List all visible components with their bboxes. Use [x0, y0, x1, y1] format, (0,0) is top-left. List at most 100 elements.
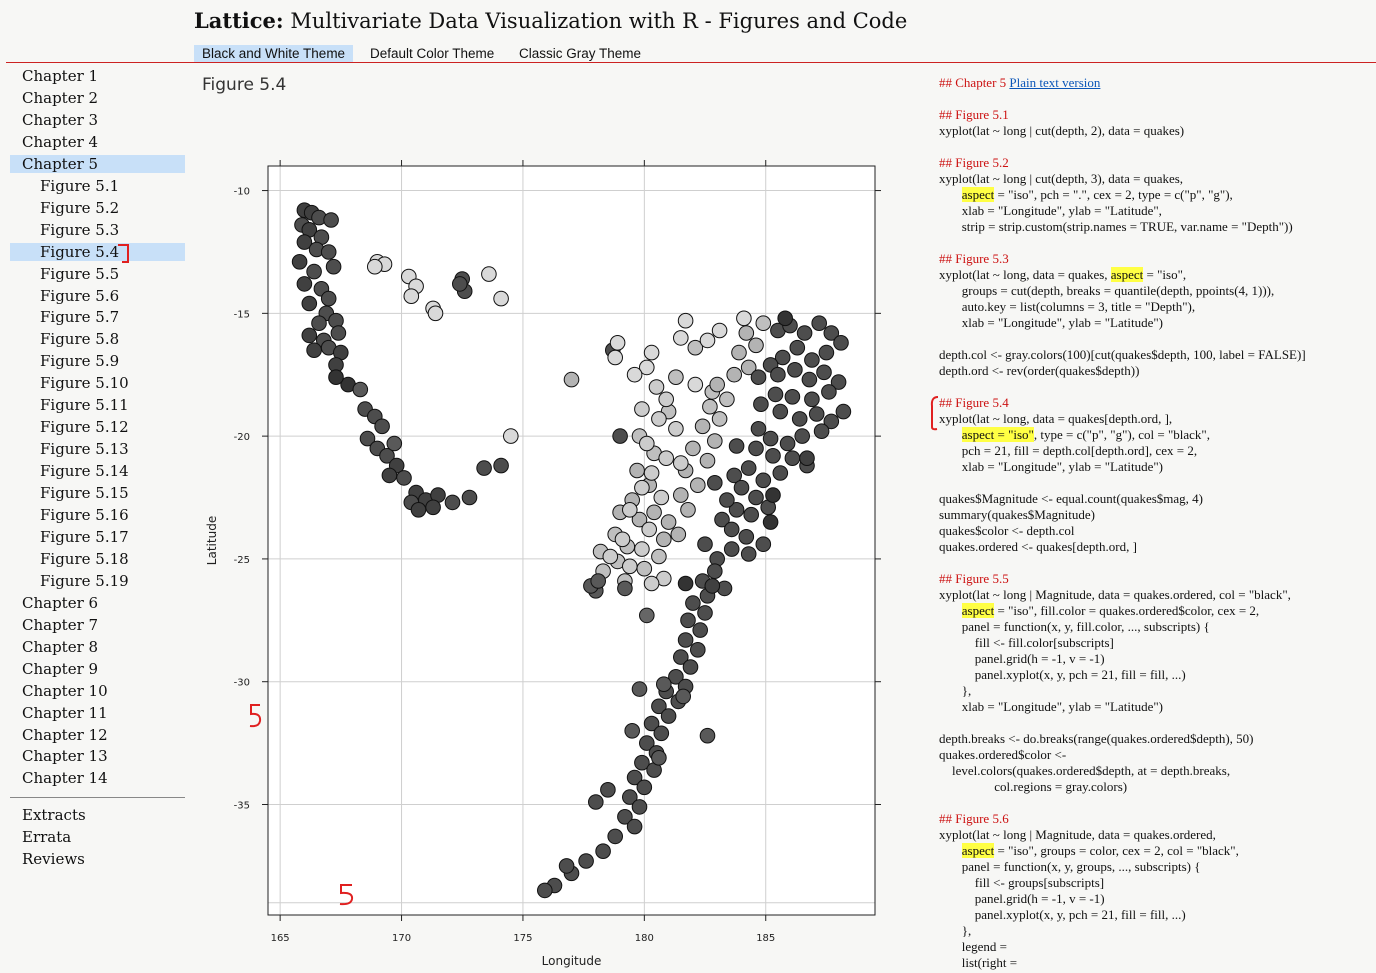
nav-chapter-2[interactable]: Chapter 2 — [10, 89, 185, 107]
nav-chapter-8[interactable]: Chapter 8 — [10, 638, 185, 656]
annotation-bracket — [118, 244, 129, 263]
data-point — [639, 607, 655, 624]
plot-frame — [267, 165, 876, 916]
data-point — [381, 467, 398, 484]
data-point — [607, 349, 624, 366]
code-line: col.regions = gray.colors) — [939, 779, 1369, 795]
nav-chapter-4[interactable]: Chapter 4 — [10, 133, 185, 151]
code-line: quakes$color <- depth.col — [939, 523, 1369, 539]
code-text — [939, 187, 962, 202]
data-point — [476, 460, 492, 476]
nav-chapter-12[interactable]: Chapter 12 — [10, 726, 185, 744]
data-point — [796, 325, 813, 341]
data-point — [648, 379, 665, 395]
code-highlight: aspect — [961, 843, 995, 858]
nav-chapter-1[interactable]: Chapter 1 — [10, 67, 185, 85]
code-text: = "iso", pch = ".", cex = 2, type = c("p… — [994, 187, 1233, 202]
data-point — [804, 391, 820, 408]
plain-text-version-link[interactable]: Plain text version — [1009, 75, 1101, 90]
data-point — [755, 536, 772, 553]
data-point — [738, 529, 755, 545]
data-point — [801, 371, 818, 388]
data-point — [626, 818, 643, 835]
code-line: ## Figure 5.4 — [939, 395, 1369, 411]
code-text: auto.key = list(columns = 3, title = "De… — [939, 299, 1196, 314]
code-highlight: aspect — [961, 187, 995, 202]
nav-figure-5-7[interactable]: Figure 5.7 — [10, 308, 185, 326]
nav-figure-5-9[interactable]: Figure 5.9 — [10, 352, 185, 370]
nav-chapter-7[interactable]: Chapter 7 — [10, 616, 185, 634]
nav-chapter-9[interactable]: Chapter 9 — [10, 660, 185, 678]
nav-figure-5-8[interactable]: Figure 5.8 — [10, 330, 185, 348]
code-line: summary(quakes$Magnitude) — [939, 507, 1369, 523]
nav-figure-5-12[interactable]: Figure 5.12 — [10, 418, 185, 436]
y-tick-label: -15 — [234, 309, 250, 320]
nav-figure-5-14[interactable]: Figure 5.14 — [10, 462, 185, 480]
code-line: quakes.ordered$color <- — [939, 747, 1369, 763]
code-text: panel.grid(h = -1, v = -1) — [939, 651, 1105, 666]
nav-chapter-3[interactable]: Chapter 3 — [10, 111, 185, 129]
data-point — [660, 708, 677, 724]
nav-label: Figure 5.10 — [40, 374, 129, 393]
nav-chapter-10[interactable]: Chapter 10 — [10, 682, 185, 700]
data-point — [677, 575, 694, 592]
nav-figure-5-13[interactable]: Figure 5.13 — [10, 440, 185, 458]
nav-label: Figure 5.2 — [40, 198, 120, 217]
nav-label: Extracts — [22, 806, 86, 825]
nav-figure-5-1[interactable]: Figure 5.1 — [10, 177, 185, 195]
nav-chapter-5[interactable]: Chapter 5 — [10, 154, 185, 173]
data-point — [386, 435, 403, 452]
nav-figure-5-4[interactable]: Figure 5.4 — [10, 242, 185, 261]
data-point — [643, 715, 660, 732]
data-point — [617, 809, 633, 825]
nav-figure-5-16[interactable]: Figure 5.16 — [10, 506, 185, 524]
nav-figure-5-5[interactable]: Figure 5.5 — [10, 265, 185, 283]
nav-figure-5-17[interactable]: Figure 5.17 — [10, 528, 185, 546]
nav-label: Figure 5.14 — [40, 462, 129, 481]
nav-label: Chapter 13 — [22, 747, 108, 766]
nav-errata[interactable]: Errata — [10, 828, 185, 846]
data-point — [537, 882, 553, 899]
site-title-bold: Lattice: — [194, 8, 284, 33]
nav-figure-5-6[interactable]: Figure 5.6 — [10, 287, 185, 305]
nav-chapter-6[interactable]: Chapter 6 — [10, 594, 185, 612]
data-point — [352, 381, 369, 398]
code-text: col.regions = gray.colors) — [939, 779, 1128, 794]
nav-figure-5-11[interactable]: Figure 5.11 — [10, 396, 185, 414]
y-tick-label: -20 — [234, 432, 250, 443]
nav-chapter-14[interactable]: Chapter 14 — [10, 769, 185, 787]
data-point — [699, 332, 716, 349]
nav-reviews[interactable]: Reviews — [10, 850, 185, 868]
code-line: quakes$Magnitude <- equal.count(quakes$m… — [939, 491, 1369, 507]
code-line: xyplot(lat ~ long, data = quakes[depth.o… — [939, 411, 1369, 427]
code-text: xyplot(lat ~ long | Magnitude, data = qu… — [939, 587, 1291, 602]
data-point — [685, 595, 701, 611]
nav-figure-5-15[interactable]: Figure 5.15 — [10, 484, 185, 502]
nav-label: Figure 5.15 — [40, 484, 129, 503]
data-point — [631, 799, 648, 815]
code-line: ## Figure 5.6 — [939, 811, 1369, 827]
theme-tab-2[interactable]: Classic Gray Theme — [519, 46, 642, 61]
nav-figure-5-3[interactable]: Figure 5.3 — [10, 221, 185, 239]
x-tick-label: 185 — [756, 933, 775, 944]
data-point — [772, 465, 789, 481]
theme-tab-1[interactable]: Default Color Theme — [370, 46, 495, 61]
code-blank-line — [939, 379, 1369, 395]
code-line: aspect = "iso", groups = color, cex = 2,… — [939, 843, 1369, 859]
nav-figure-5-18[interactable]: Figure 5.18 — [10, 550, 185, 568]
x-tick-label: 175 — [513, 933, 532, 944]
code-text: xlab = "Longitude", ylab = "Latitude") — [939, 315, 1163, 330]
nav-figure-5-2[interactable]: Figure 5.2 — [10, 199, 185, 217]
data-point — [624, 723, 641, 739]
data-point — [631, 511, 648, 528]
code-line: quakes.ordered <- quakes[depth.ord, ] — [939, 539, 1369, 555]
theme-tab-0[interactable]: Black and White Theme — [194, 45, 354, 63]
data-point — [629, 462, 645, 479]
nav-figure-5-10[interactable]: Figure 5.10 — [10, 374, 185, 392]
nav-figure-5-19[interactable]: Figure 5.19 — [10, 572, 185, 590]
code-comment: ## Figure 5.3 — [939, 251, 1009, 266]
nav-chapter-13[interactable]: Chapter 13 — [10, 747, 185, 765]
nav-extracts[interactable]: Extracts — [10, 806, 185, 824]
nav-chapter-11[interactable]: Chapter 11 — [10, 704, 185, 722]
nav-label: Figure 5.12 — [40, 418, 129, 437]
